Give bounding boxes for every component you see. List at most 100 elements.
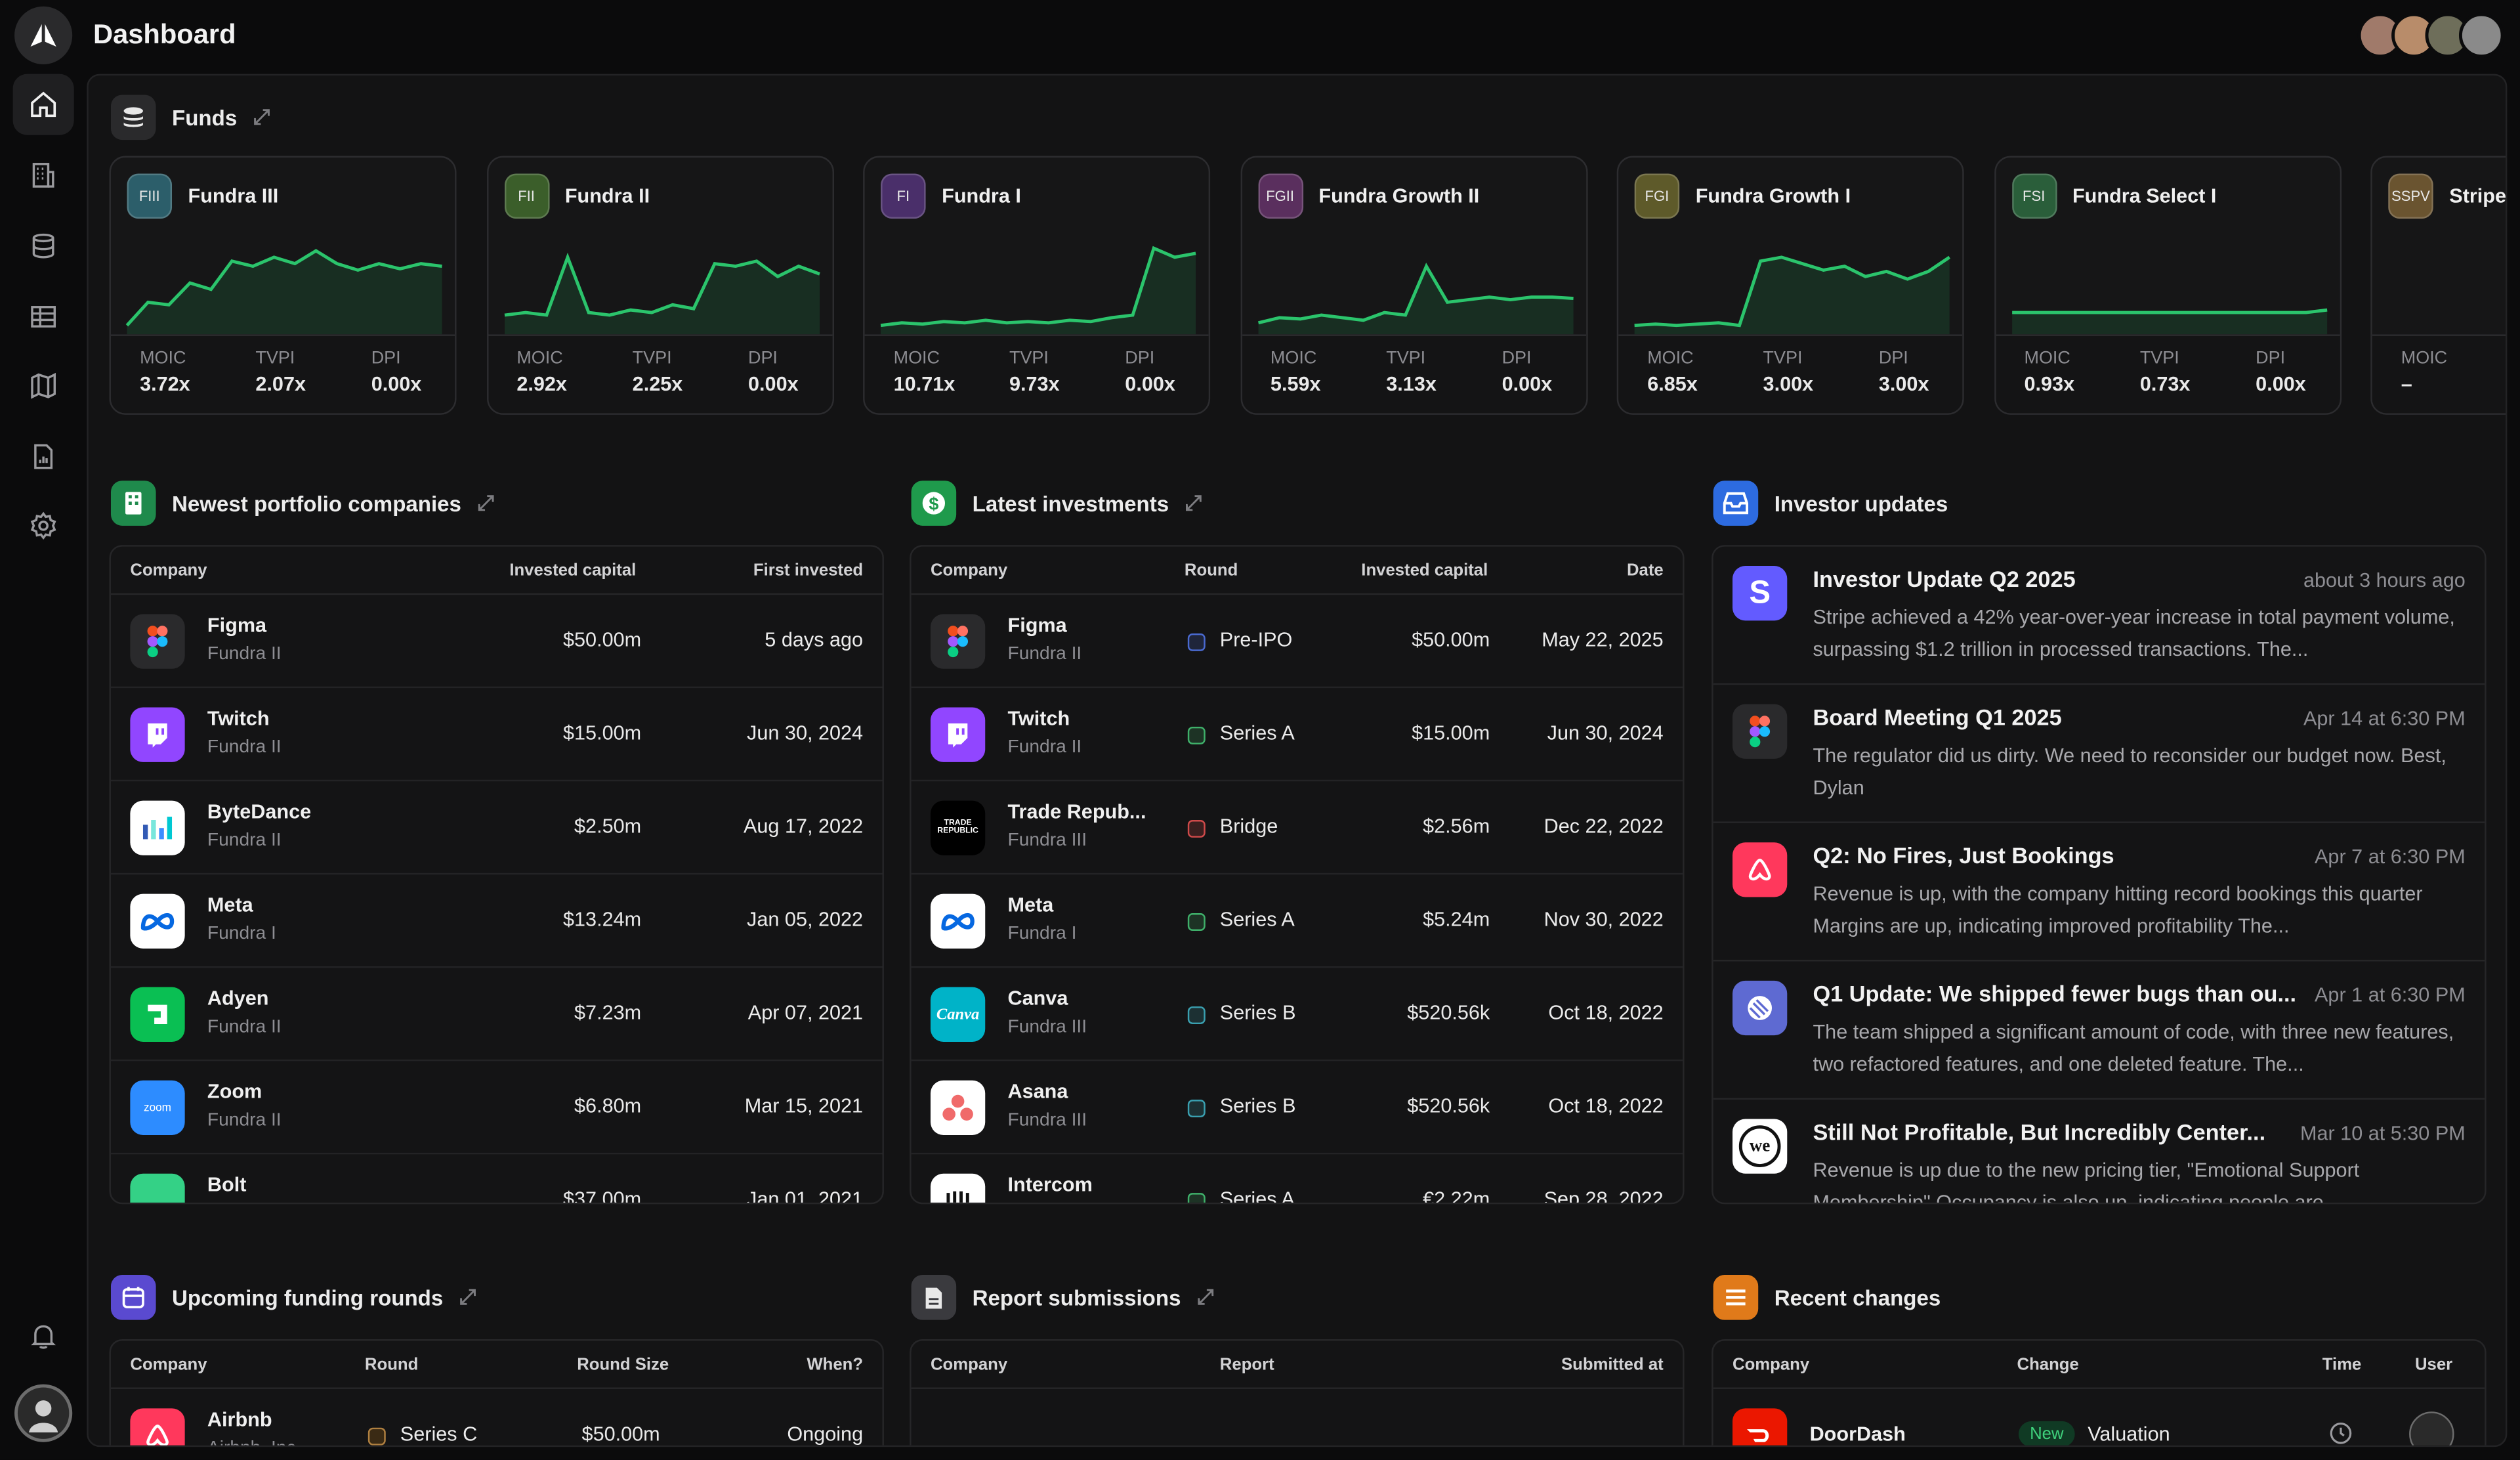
table-row[interactable]: Airbnb Airbnb, Inc. Series C $50.00m Ong… <box>111 1389 883 1446</box>
table-row[interactable]: Adyen Fundra II $7.23m Apr 07, 2021 <box>110 968 883 1062</box>
update-item[interactable]: S Investor Update Q2 2025 about 3 hours ag… <box>1713 547 2485 685</box>
table-row[interactable]: Twitch Fundra II $15.00m Jun 30, 2024 <box>110 688 883 782</box>
table-row[interactable]: Asana Fundra III Series B $520.56k Oct 18, 2… <box>911 1061 1683 1155</box>
update-title[interactable]: Q2: No Fires, Just Bookings <box>1813 842 2114 869</box>
avatar[interactable] <box>2458 12 2504 58</box>
company-name[interactable]: ByteDance <box>207 800 312 823</box>
company-name[interactable]: Adyen <box>207 987 269 1010</box>
update-title[interactable]: Board Meeting Q1 2025 <box>1813 704 2062 730</box>
column-header[interactable]: Invested capital <box>509 560 637 580</box>
update-item[interactable]: Q2: No Fires, Just Bookings Apr 7 at 6:30… <box>1713 823 2485 962</box>
fund-stats: MOIC 6.85x TVPI 3.00x DPI 3.00x <box>1618 334 1963 414</box>
column-header[interactable]: Round <box>1184 560 1238 580</box>
update-item[interactable]: we Still Not Profitable, But Incredibly C… <box>1713 1100 2485 1203</box>
company-name[interactable]: Zoom <box>207 1080 262 1104</box>
fund-card[interactable]: FII Fundra II MOIC 2.92x TVPI 2.25x DPI 0.00x <box>486 156 833 415</box>
fund-card[interactable]: SSPV Stripe SPV MOIC – <box>2370 156 2506 415</box>
fund-card[interactable]: FGII Fundra Growth II MOIC 5.59x TVPI 3.13x DP… <box>1240 156 1587 415</box>
table-icon[interactable] <box>13 286 74 347</box>
column-header[interactable]: Round Size <box>577 1354 669 1374</box>
update-item[interactable]: Board Meeting Q1 2025 Apr 14 at 6:30 PM Th… <box>1713 685 2485 823</box>
company-name[interactable]: Figma <box>1007 614 1067 637</box>
column-header[interactable]: Company <box>130 1354 207 1374</box>
table-row[interactable]: Canva Canva Fundra III Series B $520.56k Oct … <box>911 968 1683 1062</box>
fund-sparkline <box>1634 255 1951 335</box>
fund-stat-moic: MOIC 2.92x <box>488 336 603 414</box>
fund-card[interactable]: FSI Fundra Select I MOIC 0.93x TVPI 0.73x DPI 0… <box>1993 156 2341 415</box>
column-header[interactable]: Report <box>1219 1354 1274 1374</box>
company-name[interactable]: Intercom <box>1007 1173 1093 1197</box>
column-header[interactable]: Company <box>130 560 207 580</box>
column-header[interactable]: Time <box>2322 1354 2362 1374</box>
fund-card[interactable]: FIII Fundra III MOIC 3.72x TVPI 2.07x DPI 0.00x <box>109 156 457 415</box>
column-header[interactable]: User <box>2414 1354 2453 1374</box>
airbnb-logo <box>1732 842 1788 897</box>
report-icon[interactable] <box>13 426 74 487</box>
company-name[interactable]: Twitch <box>1007 707 1070 730</box>
column-header[interactable]: Invested capital <box>1361 560 1488 580</box>
update-item[interactable]: Q1 Update: We shipped fewer bugs than ou… <box>1713 962 2485 1100</box>
table-row[interactable]: Bolt Bolt $37.00m Jan 01, 2021 <box>111 1154 883 1203</box>
column-header[interactable]: Company <box>1732 1354 1810 1374</box>
table-row[interactable]: TRADE REPUBLIC Trade Repub... Fundra III Bri… <box>911 781 1683 875</box>
investment-date: Oct 18, 2022 <box>1548 1001 1664 1025</box>
company-name[interactable]: Airbnb <box>207 1408 272 1431</box>
expand-icon[interactable]: ⤢ <box>1185 490 1202 515</box>
column-header[interactable]: Company <box>930 560 1008 580</box>
user-avatar[interactable] <box>14 1384 73 1442</box>
company-name[interactable]: Meta <box>1007 893 1054 916</box>
expand-icon[interactable]: ⤢ <box>253 104 270 129</box>
map-icon[interactable] <box>13 355 74 416</box>
building-icon[interactable] <box>13 144 74 205</box>
round-dot <box>1187 1193 1206 1203</box>
expand-icon[interactable]: ⤢ <box>477 490 494 515</box>
home-icon[interactable] <box>12 74 74 135</box>
update-title[interactable]: Q1 Update: We shipped fewer bugs than ou… <box>1813 980 2297 1007</box>
investments-section-header: $ Latest investments ⤢ <box>911 481 1202 526</box>
company-name[interactable]: Bolt <box>207 1173 247 1197</box>
table-row[interactable]: Meta Fundra I Series A $5.24m Nov 30, 2022 <box>911 874 1683 968</box>
fund-stat-moic: MOIC 5.59x <box>1242 336 1357 414</box>
user-avatar[interactable] <box>2409 1411 2454 1446</box>
table-row[interactable]: Intercom Series A €2.22m Sep 28, 2022 <box>912 1154 1683 1203</box>
update-title[interactable]: Still Not Profitable, But Incredibly Cen… <box>1813 1119 2266 1145</box>
column-header[interactable]: Submitted at <box>1561 1354 1664 1374</box>
fund-stat-dpi: DPI 3.00x <box>1850 336 1962 414</box>
company-name[interactable]: Meta <box>207 893 253 916</box>
table-row[interactable]: DoorDash New Valuation <box>1713 1389 2485 1446</box>
column-header[interactable]: When? <box>807 1354 864 1374</box>
company-name[interactable]: Trade Repub... <box>1007 800 1146 823</box>
round-dot <box>1187 819 1206 838</box>
company-subtitle: Airbnb, Inc. <box>207 1439 301 1446</box>
company-name[interactable]: Figma <box>207 614 267 637</box>
update-time: about 3 hours ago <box>2303 569 2466 592</box>
table-row[interactable]: zoom Zoom Fundra II $6.80m Mar 15, 2021 <box>110 1061 883 1155</box>
fund-badge: FIII <box>127 173 173 219</box>
expand-icon[interactable]: ⤢ <box>1196 1284 1214 1309</box>
collaborator-avatars[interactable] <box>2357 12 2504 58</box>
table-row[interactable]: ByteDance Fundra II $2.50m Aug 17, 2022 <box>110 781 883 875</box>
company-name[interactable]: DoorDash <box>1809 1423 1906 1446</box>
database-icon[interactable] <box>13 215 74 276</box>
table-row[interactable]: Meta Fundra I $13.24m Jan 05, 2022 <box>110 874 883 968</box>
table-row[interactable]: Figma Fundra II $50.00m 5 days ago <box>110 595 883 689</box>
table-row[interactable]: Twitch Fundra II Series A $15.00m Jun 30, 20… <box>911 688 1683 782</box>
table-row[interactable]: Figma Fundra II Pre-IPO $50.00m May 22, 2025 <box>911 595 1683 689</box>
update-title[interactable]: Investor Update Q2 2025 <box>1813 566 2076 592</box>
column-header[interactable]: Company <box>930 1354 1008 1374</box>
company-name[interactable]: Asana <box>1007 1080 1068 1104</box>
fund-card[interactable]: FI Fundra I MOIC 10.71x TVPI 9.73x DPI 0.00x <box>863 156 1211 415</box>
column-header[interactable]: Change <box>2017 1354 2079 1374</box>
expand-icon[interactable]: ⤢ <box>459 1284 476 1309</box>
company-name[interactable]: Twitch <box>207 707 270 730</box>
app-logo[interactable] <box>14 6 73 64</box>
bell-icon[interactable] <box>13 1306 74 1367</box>
column-header[interactable]: Date <box>1626 560 1664 580</box>
fund-card[interactable]: FGI Fundra Growth I MOIC 6.85x TVPI 3.00x DPI 3… <box>1616 156 1964 415</box>
section-title: Investor updates <box>1774 491 1948 515</box>
fund-label: Fundra II <box>207 831 282 851</box>
gear-icon[interactable] <box>13 495 74 556</box>
column-header[interactable]: Round <box>364 1354 419 1374</box>
company-name[interactable]: Canva <box>1007 987 1068 1010</box>
column-header[interactable]: First invested <box>753 560 864 580</box>
